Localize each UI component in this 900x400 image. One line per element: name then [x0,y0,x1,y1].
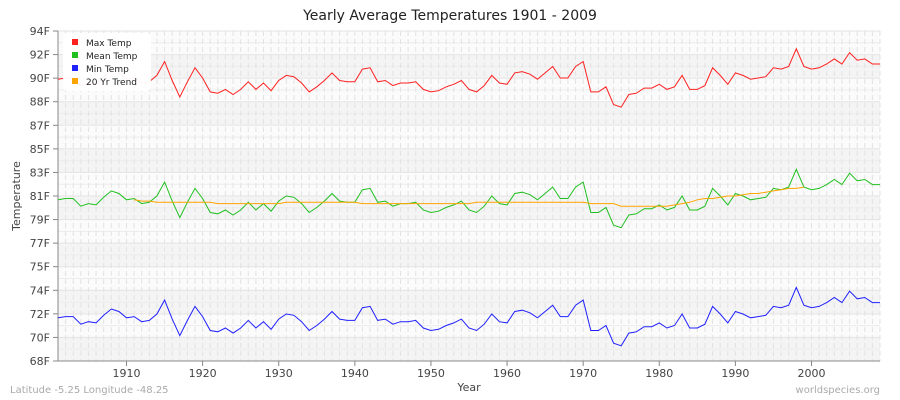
chart-title: Yearly Average Temperatures 1901 - 2009 [303,8,597,24]
legend-label: Max Temp [86,39,132,49]
y-tick-label: 70F [30,331,50,344]
location-caption: Latitude -5.25 Longitude -48.25 [10,385,169,396]
y-tick-label: 83F [30,166,50,179]
legend-label: Mean Temp [86,52,138,62]
legend-swatch [72,39,78,45]
legend-label: 20 Yr Trend [86,78,137,88]
x-tick-label: 2000 [798,367,826,380]
legend-label: Min Temp [86,65,129,75]
x-tick-label: 1950 [417,367,445,380]
y-axis-label: Temperature [10,161,23,232]
series-line-max-temp [57,47,880,108]
y-tick-label: 85F [30,143,50,156]
source-credit[interactable]: worldspecies.org [795,385,880,396]
legend-swatch [72,65,78,71]
legend-box [63,33,151,91]
y-tick-label: 79F [30,214,50,227]
y-tick-label: 81F [30,190,50,203]
x-tick-label: 1940 [341,367,369,380]
legend: Max Temp Mean Temp Min Temp 20 Yr Trend [63,33,151,91]
y-tick-label: 74F [30,284,50,297]
y-tick-label: 75F [30,261,50,274]
x-tick-label: 1910 [113,367,141,380]
y-tick-label: 88F [30,96,50,109]
x-tick-label: 1930 [265,367,293,380]
y-tick-label: 90F [30,72,50,85]
series-line-20-yr-trend [134,186,804,207]
y-tick-label: 68F [30,355,50,368]
x-tick-label: 1920 [189,367,217,380]
x-axis-label: Year [456,381,481,394]
y-tick-label: 92F [30,49,50,62]
legend-swatch [72,78,78,84]
legend-swatch [72,52,78,58]
x-tick-label: 1970 [569,367,597,380]
x-tick-label: 1980 [645,367,673,380]
y-tick-label: 72F [30,308,50,321]
series-line-min-temp [57,286,880,347]
series-line-mean-temp [57,168,880,229]
y-tick-label: 94F [30,25,50,38]
y-tick-label: 77F [30,237,50,250]
x-tick-label: 1990 [721,367,749,380]
y-tick-label: 87F [30,119,50,132]
x-tick-label: 1960 [493,367,521,380]
